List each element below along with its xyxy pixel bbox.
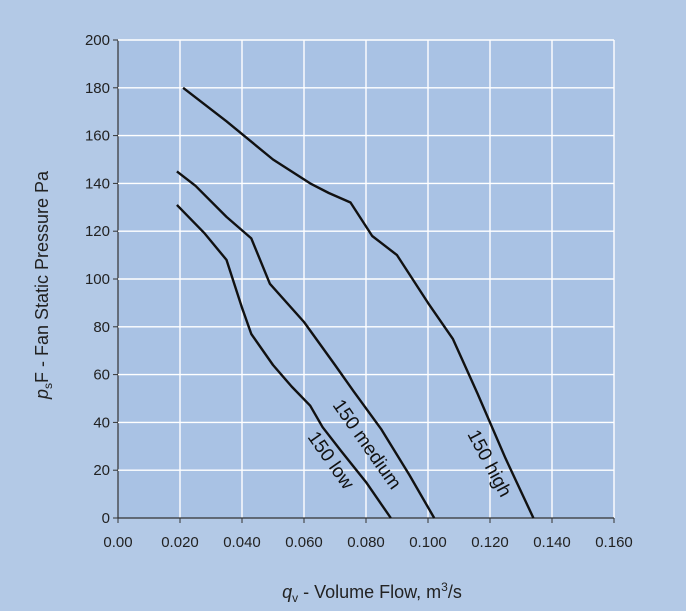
series-layer bbox=[176, 86, 535, 519]
x-tick-label: 0.060 bbox=[285, 534, 323, 551]
grid bbox=[113, 39, 615, 523]
y-tick-label: 40 bbox=[93, 414, 110, 431]
x-tick-label: 0.100 bbox=[409, 534, 447, 551]
x-tick-label: 0.080 bbox=[347, 534, 385, 551]
x-tick-label: 0.140 bbox=[533, 534, 571, 551]
y-tick-label: 60 bbox=[93, 367, 110, 384]
x-axis-title: qv - Volume Flow, m3/s bbox=[282, 580, 462, 605]
y-tick-label: 120 bbox=[85, 223, 110, 240]
series-line-150-high bbox=[182, 86, 535, 519]
y-tick-label: 20 bbox=[93, 462, 110, 479]
x-tick-label: 0.00 bbox=[103, 534, 132, 551]
x-tick-label: 0.160 bbox=[595, 534, 633, 551]
y-tick-label: 160 bbox=[85, 128, 110, 145]
x-tick-label: 0.020 bbox=[161, 534, 199, 551]
x-tick-label: 0.040 bbox=[223, 534, 261, 551]
y-tick-label: 0 bbox=[102, 510, 110, 527]
y-tick-label: 140 bbox=[85, 175, 110, 192]
series-line-150-medium bbox=[176, 170, 436, 519]
x-tick-label: 0.120 bbox=[471, 534, 509, 551]
y-tick-label: 100 bbox=[85, 271, 110, 288]
y-tick-label: 80 bbox=[93, 319, 110, 336]
y-tick-label: 180 bbox=[85, 80, 110, 97]
series-line-150-low bbox=[176, 204, 392, 519]
tick-labels: 0.00 0.020 0.040 0.060 0.080 0.100 0.120 0.140 0… bbox=[85, 32, 633, 551]
y-tick-label: 200 bbox=[85, 32, 110, 49]
y-axis-title: psF - Fan Static Pressure Pa bbox=[32, 170, 55, 400]
